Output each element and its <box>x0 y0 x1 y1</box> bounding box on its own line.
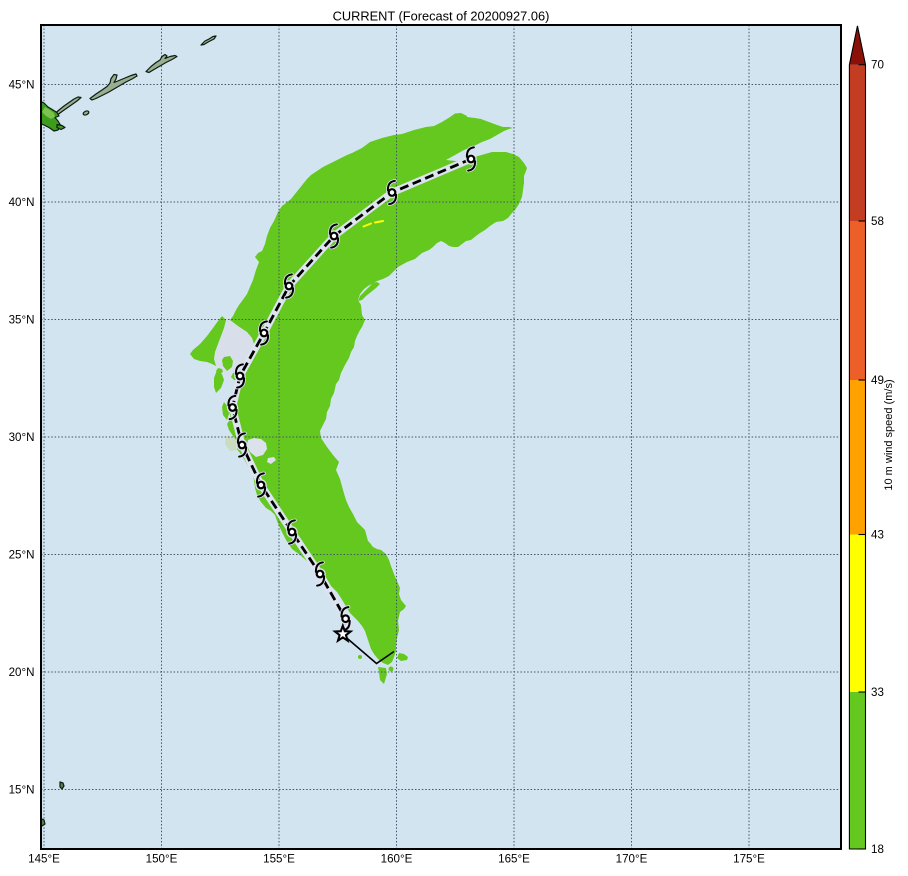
svg-text:25°N: 25°N <box>9 549 35 562</box>
svg-text:43: 43 <box>871 529 884 542</box>
svg-text:170°E: 170°E <box>616 853 648 866</box>
svg-text:70: 70 <box>871 59 884 72</box>
svg-text:175°E: 175°E <box>733 853 765 866</box>
svg-text:15°N: 15°N <box>9 784 35 797</box>
svg-text:145°E: 145°E <box>28 853 60 866</box>
svg-text:20°N: 20°N <box>9 666 35 679</box>
svg-text:18: 18 <box>871 843 884 856</box>
svg-text:10 m wind speed (m/s): 10 m wind speed (m/s) <box>883 379 895 490</box>
svg-text:30°N: 30°N <box>9 431 35 444</box>
svg-text:58: 58 <box>871 215 884 228</box>
svg-text:35°N: 35°N <box>9 314 35 327</box>
svg-text:45°N: 45°N <box>9 79 35 92</box>
svg-text:160°E: 160°E <box>381 853 413 866</box>
svg-text:49: 49 <box>871 374 884 387</box>
svg-text:33: 33 <box>871 686 884 699</box>
svg-text:CURRENT (Forecast of 20200927.: CURRENT (Forecast of 20200927.06) <box>333 8 550 23</box>
svg-text:150°E: 150°E <box>146 853 178 866</box>
svg-text:40°N: 40°N <box>9 196 35 209</box>
svg-text:165°E: 165°E <box>498 853 530 866</box>
svg-text:155°E: 155°E <box>263 853 295 866</box>
